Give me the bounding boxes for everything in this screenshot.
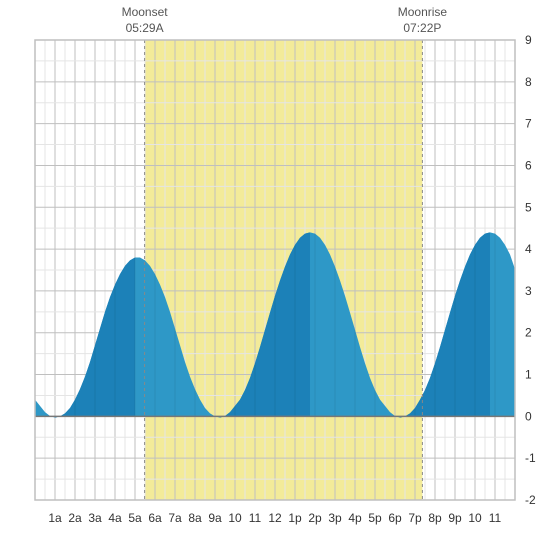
moonset-label: Moonset bbox=[122, 5, 169, 19]
x-tick: 4p bbox=[348, 511, 362, 525]
y-tick: 7 bbox=[525, 117, 532, 131]
x-tick: 6a bbox=[148, 511, 162, 525]
x-tick: 9a bbox=[208, 511, 222, 525]
moonset-time: 05:29A bbox=[126, 21, 164, 35]
y-tick: 8 bbox=[525, 75, 532, 89]
x-tick: 11 bbox=[249, 511, 262, 525]
y-tick: 9 bbox=[525, 33, 532, 47]
x-tick: 2a bbox=[68, 511, 82, 525]
y-tick: 1 bbox=[525, 368, 532, 382]
x-tick: 11 bbox=[489, 511, 502, 525]
y-tick: -2 bbox=[525, 493, 536, 507]
x-tick: 10 bbox=[228, 511, 242, 525]
moonrise-label: Moonrise bbox=[398, 5, 448, 19]
y-tick: -1 bbox=[525, 451, 536, 465]
x-tick: 5p bbox=[368, 511, 382, 525]
y-tick: 6 bbox=[525, 158, 532, 172]
y-tick: 3 bbox=[525, 284, 532, 298]
x-tick: 6p bbox=[388, 511, 402, 525]
y-tick: 2 bbox=[525, 326, 532, 340]
x-tick: 1a bbox=[48, 511, 62, 525]
x-tick: 8a bbox=[188, 511, 202, 525]
x-tick: 5a bbox=[128, 511, 142, 525]
x-tick: 2p bbox=[308, 511, 322, 525]
x-tick: 1p bbox=[288, 511, 302, 525]
x-tick: 3a bbox=[88, 511, 102, 525]
x-tick: 12 bbox=[268, 511, 282, 525]
x-tick: 8p bbox=[428, 511, 442, 525]
y-tick: 4 bbox=[525, 242, 532, 256]
x-tick: 9p bbox=[448, 511, 462, 525]
chart-svg: Moonset05:29AMoonrise07:22P-2-1012345678… bbox=[0, 0, 550, 550]
y-tick: 0 bbox=[525, 409, 532, 423]
x-tick: 7p bbox=[408, 511, 422, 525]
x-tick: 10 bbox=[468, 511, 482, 525]
x-tick: 4a bbox=[108, 511, 122, 525]
x-tick: 3p bbox=[328, 511, 342, 525]
y-tick: 5 bbox=[525, 200, 532, 214]
x-tick: 7a bbox=[168, 511, 182, 525]
moonrise-time: 07:22P bbox=[403, 21, 441, 35]
tide-chart: Moonset05:29AMoonrise07:22P-2-1012345678… bbox=[0, 0, 550, 550]
